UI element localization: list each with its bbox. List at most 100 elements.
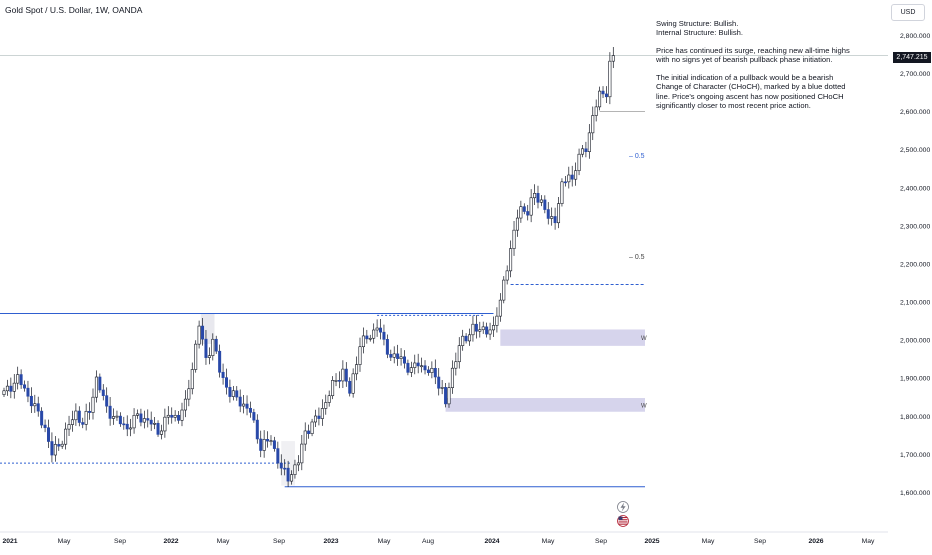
candle — [235, 386, 239, 401]
candle-body — [320, 408, 324, 419]
candle — [574, 162, 578, 186]
candle — [331, 376, 335, 400]
candle — [177, 410, 181, 424]
x-tick-label: Sep — [114, 538, 126, 545]
currency-button[interactable]: USD — [891, 4, 925, 21]
candle — [433, 359, 437, 385]
candle — [81, 417, 85, 429]
candle — [98, 373, 102, 393]
candle — [389, 349, 393, 362]
candle — [255, 414, 259, 444]
candle — [74, 403, 78, 426]
candle-body — [437, 376, 441, 389]
candle — [505, 265, 509, 285]
candle-body — [122, 423, 126, 426]
candle — [146, 409, 150, 428]
candle-body — [416, 362, 420, 367]
candle — [464, 333, 468, 344]
candle — [50, 432, 54, 463]
candle — [94, 370, 98, 403]
candle-body — [77, 410, 81, 423]
candle — [245, 395, 249, 416]
candle-body — [194, 343, 198, 370]
candle — [601, 86, 605, 98]
candle — [529, 189, 533, 223]
candle-body — [529, 197, 533, 216]
candle — [447, 382, 451, 408]
candle-body — [420, 365, 424, 368]
candle-body — [272, 440, 276, 449]
candle — [344, 362, 348, 387]
candle — [88, 402, 92, 420]
candle — [604, 86, 608, 104]
candle — [351, 368, 355, 398]
candle — [379, 318, 383, 340]
candle-body — [409, 367, 413, 373]
candle-body — [101, 389, 105, 396]
candle-body — [81, 422, 85, 425]
candle — [608, 52, 612, 105]
candle — [26, 380, 30, 403]
candle-body — [601, 90, 605, 95]
candle-body — [283, 467, 287, 470]
candle-body — [584, 148, 588, 153]
candle-body — [74, 410, 78, 421]
candle — [385, 334, 389, 359]
candle-body — [211, 338, 215, 356]
flag-stripe — [618, 521, 628, 523]
candle-body — [286, 467, 290, 482]
candle-body — [526, 211, 530, 216]
candle — [125, 415, 129, 437]
candle — [170, 407, 174, 424]
candle — [279, 454, 283, 476]
demand-zone-0 — [500, 329, 645, 346]
candle-body — [5, 385, 9, 392]
candle-body — [16, 374, 20, 384]
candle — [53, 436, 57, 462]
candle-body — [118, 415, 122, 425]
candle-body — [105, 395, 109, 407]
candle — [91, 388, 95, 420]
candle-body — [67, 424, 71, 430]
candle-body — [495, 315, 499, 326]
candle — [491, 316, 495, 338]
candle — [327, 390, 331, 407]
zone-label-0: W — [641, 336, 647, 342]
candle — [207, 347, 211, 365]
candle — [310, 418, 314, 437]
candle — [365, 329, 369, 344]
candle-body — [577, 153, 581, 171]
candle — [43, 419, 47, 433]
candle-body — [33, 403, 37, 407]
candle — [283, 459, 287, 476]
candle-body — [204, 338, 208, 358]
candle-body — [337, 380, 341, 382]
candle-body — [539, 199, 543, 203]
candle-body — [450, 367, 454, 388]
candle-body — [29, 395, 33, 407]
y-tick-label: 2,600.000 — [900, 109, 930, 116]
candle — [361, 327, 365, 354]
candle-body — [173, 414, 177, 418]
candle — [266, 431, 270, 448]
candle — [64, 422, 68, 450]
candle — [444, 382, 448, 408]
candle — [9, 377, 13, 399]
candle-body — [221, 371, 225, 378]
candle-body — [481, 326, 485, 331]
candle — [286, 460, 290, 487]
candle — [5, 379, 9, 396]
candle — [112, 408, 116, 425]
candle — [108, 397, 112, 426]
candle-body — [413, 362, 417, 368]
x-tick-label: May — [217, 538, 230, 545]
candle-body — [580, 148, 584, 155]
candle — [187, 379, 191, 407]
candle — [115, 410, 119, 421]
candle — [550, 207, 554, 226]
candle — [163, 408, 167, 438]
candle — [156, 420, 160, 437]
candle — [218, 344, 222, 378]
candle — [591, 106, 595, 141]
